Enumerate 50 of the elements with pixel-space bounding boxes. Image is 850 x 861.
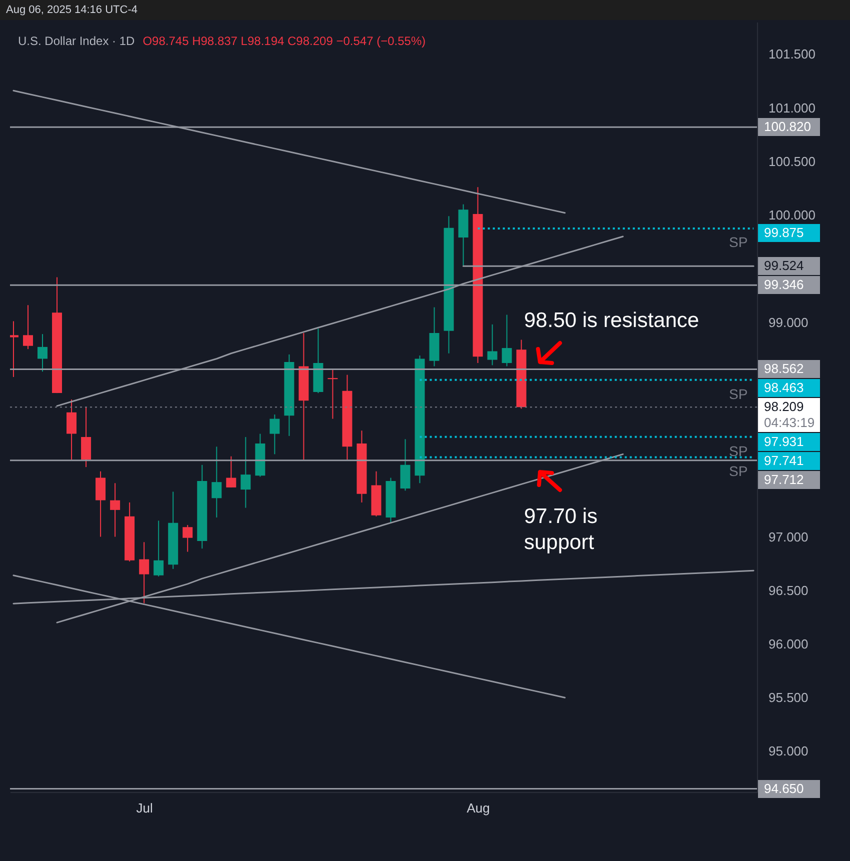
candlestick (502, 314, 512, 367)
annotation: SP (729, 442, 748, 459)
candlestick (154, 520, 164, 577)
candlestick (22, 304, 33, 350)
candlestick (328, 368, 338, 420)
ref-line-label: 94.650 (764, 780, 805, 797)
text: O98.745 H98.837 L98.194 C98.209 −0.547 (−0.55%) (142, 34, 426, 48)
candlestick (400, 438, 410, 492)
text: 04:43:19 (764, 415, 816, 432)
candlestick (212, 446, 222, 518)
candlestick (240, 436, 251, 508)
data-label: 98.463 (764, 380, 805, 396)
candlestick (270, 414, 280, 455)
annotation: SP (729, 463, 748, 480)
data-label: 97.741 (764, 453, 805, 470)
ref-line-label: 98.209 (764, 399, 805, 416)
annotation: SP (729, 386, 748, 402)
ref-line-label: 100.820 (764, 119, 812, 136)
y-tick-label: 99.000 (768, 314, 808, 330)
data-label: 97.931 (764, 434, 805, 450)
y-tick-label: 100.000 (768, 208, 816, 223)
x-tick-label: Jul (136, 800, 153, 816)
y-tick-label: 95.000 (768, 744, 808, 759)
candlestick (66, 398, 77, 460)
y-tick-label: 101.500 (768, 46, 816, 62)
y-tick-label: 95.500 (768, 690, 808, 706)
candlestick (96, 470, 106, 538)
candlestick (487, 324, 498, 366)
y-tick-label: 101.000 (768, 100, 816, 116)
ref-line-label: 98.562 (764, 361, 805, 378)
candlestick (110, 482, 120, 538)
annotation: 98.50 is resistance (524, 308, 700, 334)
y-tick-label: 97.000 (768, 529, 808, 544)
ref-line-label: 99.346 (764, 277, 805, 294)
candlestick (81, 406, 92, 468)
candlestick (38, 334, 48, 372)
annotation: 97.70 is support (524, 504, 598, 556)
text: U.S. Dollar Index · 1D (18, 34, 135, 48)
y-tick-label: 100.500 (768, 154, 816, 169)
y-tick-label: 96.500 (768, 582, 808, 598)
data-label: 99.875 (764, 225, 805, 242)
annotation: SP (729, 234, 748, 250)
candlestick (182, 524, 193, 552)
y-tick-label: 96.000 (768, 636, 808, 652)
ref-line-label: 97.712 (764, 472, 805, 488)
x-tick-label: Aug (466, 800, 490, 816)
data-label: 99.524 (764, 258, 805, 274)
candlestick (139, 542, 150, 604)
text: Aug 06, 2025 14:16 UTC-4 (6, 4, 138, 16)
candlestick (226, 456, 236, 488)
